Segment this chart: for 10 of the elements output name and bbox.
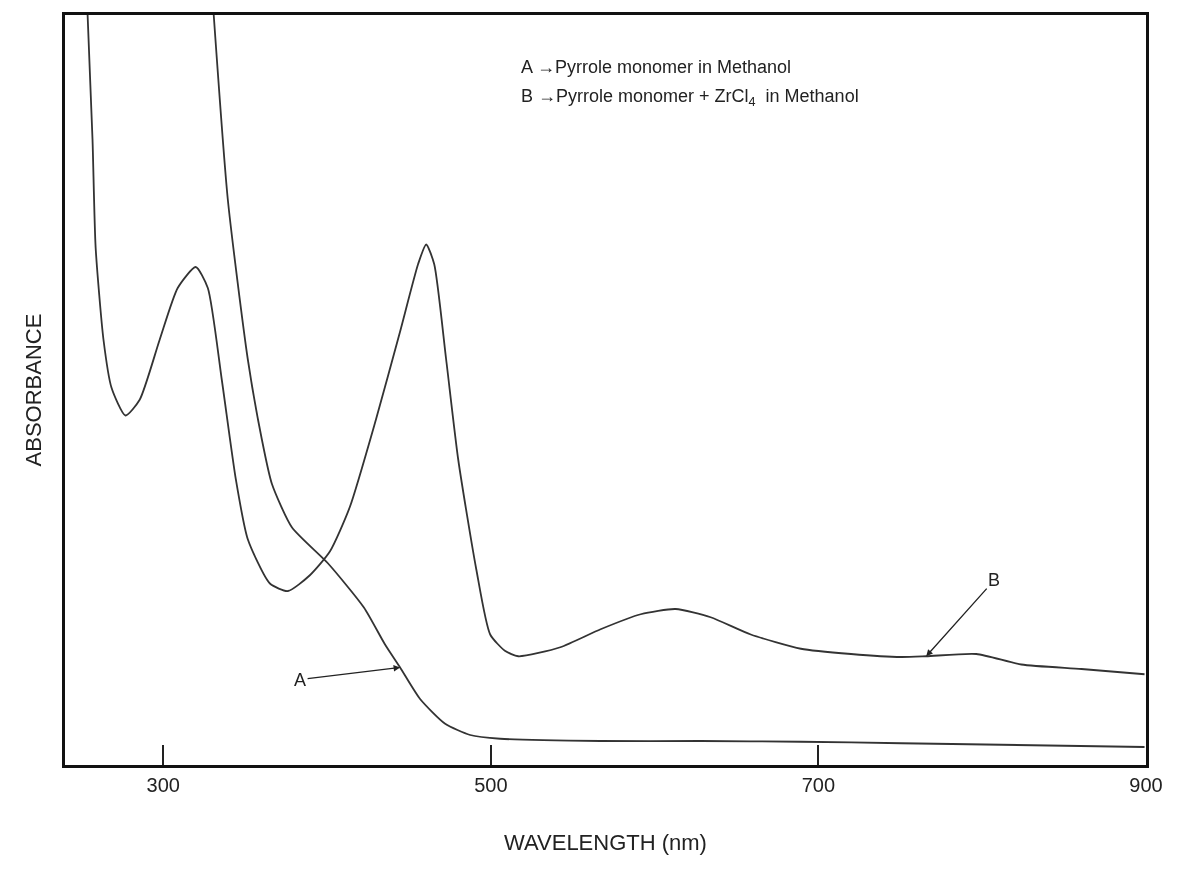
x-tick-label: 900: [1129, 773, 1163, 796]
y-axis-title: ABSORBANCE: [21, 313, 47, 467]
x-tick-label: 500: [474, 773, 508, 796]
annotation: A: [294, 670, 307, 690]
x-axis-title: WAVELENGTH (nm): [504, 829, 707, 855]
annotation: B: [988, 570, 1001, 590]
annotation: B →Pyrrole monomer + ZrCl$_{4}$ in Methanol: [521, 86, 859, 109]
annotation: A →Pyrrole monomer in Methanol: [521, 57, 792, 77]
x-tick-label: 700: [801, 773, 836, 796]
x-tick-label: 300: [146, 773, 180, 796]
